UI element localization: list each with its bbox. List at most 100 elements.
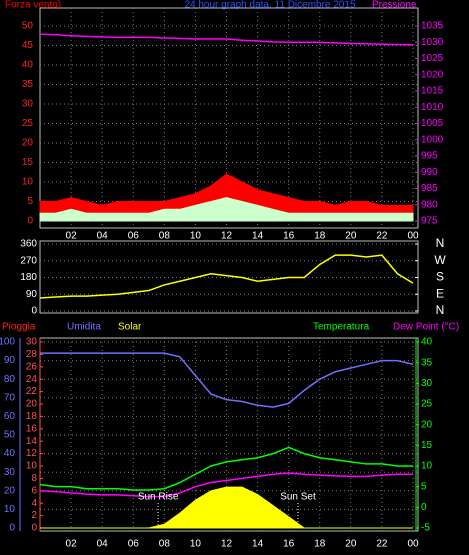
x-tick-label: 08 [159, 231, 171, 242]
x-tick-label: 22 [376, 539, 388, 550]
x-tick-label: 20 [345, 231, 357, 242]
series-area [40, 486, 413, 529]
legend-label: Umidita [67, 322, 101, 333]
legend-label: Temperatura [313, 322, 370, 333]
y-tick-label: 1030 [421, 37, 444, 48]
chart-title: 24 hour graph data, 11 Dicembre 2015 [184, 0, 355, 11]
y-tick-label: -5 [421, 523, 430, 534]
annotation-label: Sun Rise [138, 492, 179, 503]
annotation-label: Sun Set [280, 492, 316, 503]
x-tick-label: 14 [252, 539, 264, 550]
y-tick-label: 985 [421, 183, 438, 194]
y-tick-label: 18 [26, 411, 38, 422]
y-tick-label: 5 [27, 196, 33, 207]
y-tick-label: 14 [26, 436, 38, 447]
y-tick-label: 40 [421, 337, 433, 348]
y-tick-label: 16 [26, 423, 38, 434]
x-tick-label: 06 [128, 539, 140, 550]
y-tick-label: 90 [4, 355, 16, 366]
legend-label: Dew Point (°C) [393, 322, 459, 333]
y-tick-label: E [436, 286, 444, 300]
y-tick-label: 20 [4, 485, 16, 496]
y-tick-label: 30 [4, 467, 16, 478]
y-tick-label: 30 [26, 337, 38, 348]
series-line [39, 254, 414, 299]
y-tick-label: N [436, 236, 445, 250]
x-tick-label: 16 [283, 539, 295, 550]
plot-frame [39, 7, 419, 229]
y-tick-label: 100 [0, 337, 15, 348]
y-tick-label: 20 [421, 419, 433, 430]
legend-label: Pressione [372, 0, 417, 11]
y-tick-label: 980 [421, 199, 438, 210]
x-tick-label: 18 [314, 231, 326, 242]
x-tick-label: 08 [159, 539, 171, 550]
y-tick-label: 40 [4, 448, 16, 459]
legend-label: Forza vento) [5, 0, 61, 11]
x-tick-label: 18 [314, 539, 326, 550]
y-tick-label: 22 [26, 386, 38, 397]
y-tick-label: 25 [22, 118, 34, 129]
y-tick-label: 90 [26, 289, 38, 300]
y-tick-label: 270 [20, 255, 37, 266]
series-line [39, 33, 414, 46]
y-tick-label: 30 [22, 99, 34, 110]
x-tick-label: 14 [252, 231, 264, 242]
y-tick-label: 10 [26, 461, 38, 472]
y-tick-label: 990 [421, 167, 438, 178]
y-tick-label: W [434, 253, 446, 267]
y-tick-label: 35 [22, 79, 34, 90]
y-tick-label: 4 [31, 498, 37, 509]
y-tick-label: 80 [4, 374, 16, 385]
y-tick-label: 30 [421, 378, 433, 389]
y-tick-label: 40 [22, 60, 34, 71]
y-tick-label: 995 [421, 151, 438, 162]
y-tick-label: 12 [26, 448, 38, 459]
y-tick-label: N [436, 303, 445, 317]
x-tick-label: 06 [128, 231, 140, 242]
y-tick-label: S [436, 270, 444, 284]
y-tick-label: 0 [421, 502, 427, 513]
x-tick-label: 12 [221, 539, 233, 550]
y-tick-label: 10 [4, 504, 16, 515]
y-tick-label: 10 [22, 177, 34, 188]
y-tick-label: 0 [31, 306, 37, 317]
x-tick-label: 02 [66, 539, 78, 550]
y-tick-label: 2 [31, 510, 37, 521]
legend-label: Solar [118, 322, 142, 333]
y-tick-label: 10 [421, 461, 433, 472]
y-tick-label: 45 [22, 40, 34, 51]
y-tick-label: 20 [26, 399, 38, 410]
y-tick-label: 1020 [421, 69, 444, 80]
x-tick-label: 22 [376, 231, 388, 242]
x-tick-label: 10 [190, 539, 202, 550]
y-tick-label: 8 [31, 473, 37, 484]
y-tick-label: 24 [26, 374, 38, 385]
series-line [40, 352, 414, 408]
y-tick-label: 15 [22, 157, 34, 168]
y-tick-label: 1025 [421, 53, 444, 64]
x-tick-label: 04 [97, 231, 109, 242]
y-tick-label: 5 [421, 481, 427, 492]
x-tick-label: 10 [190, 231, 202, 242]
legend-label: Pioggia [2, 322, 36, 333]
x-tick-label: 00 [407, 231, 419, 242]
series-area [39, 197, 414, 222]
series-line [39, 472, 413, 498]
y-tick-label: 180 [20, 272, 37, 283]
x-tick-label: 00 [407, 539, 419, 550]
y-tick-label: 70 [4, 392, 16, 403]
y-tick-label: 28 [26, 349, 38, 360]
y-tick-label: 50 [22, 21, 34, 32]
y-tick-label: 25 [421, 399, 433, 410]
y-tick-label: 1000 [421, 134, 444, 145]
y-tick-label: 0 [31, 523, 37, 534]
y-tick-label: 0 [9, 523, 15, 534]
x-tick-label: 02 [66, 231, 78, 242]
y-tick-label: 26 [26, 361, 38, 372]
y-tick-label: 35 [421, 357, 433, 368]
series-line [39, 446, 413, 491]
x-tick-label: 04 [97, 539, 109, 550]
